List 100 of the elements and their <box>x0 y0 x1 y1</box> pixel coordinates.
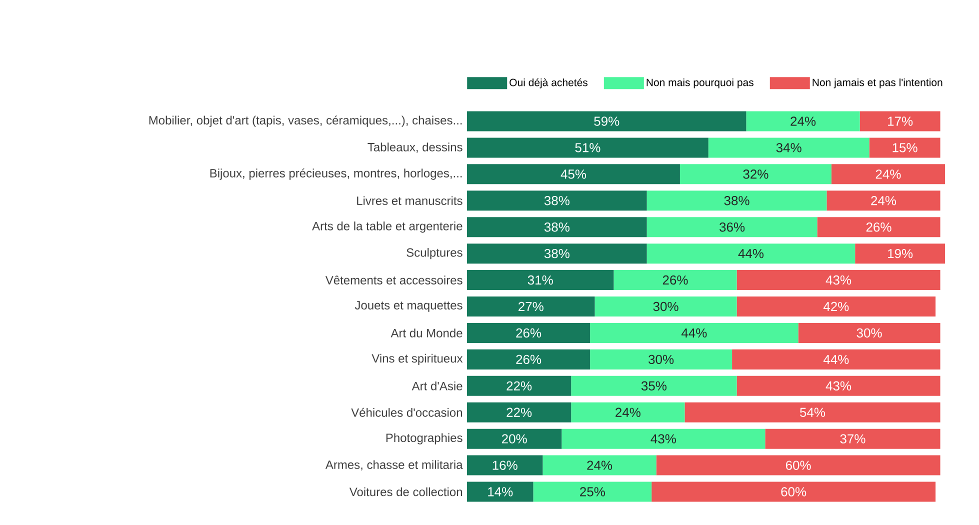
bar <box>590 322 798 343</box>
bar <box>533 482 652 502</box>
bar <box>736 376 940 396</box>
bar <box>467 296 595 316</box>
bar <box>542 455 656 476</box>
bar <box>467 376 572 396</box>
bar <box>467 217 647 238</box>
data-label: 32% <box>743 170 768 179</box>
y-tick-label: Sculptures <box>406 248 462 260</box>
bar <box>869 138 940 158</box>
data-label: 44% <box>681 328 707 338</box>
data-label: 43% <box>826 381 852 390</box>
data-label: 24% <box>871 196 896 206</box>
data-label: 26% <box>516 328 542 338</box>
data-label: 36% <box>720 222 745 232</box>
data-label: 24% <box>790 116 816 126</box>
bar <box>684 402 940 422</box>
data-label: 24% <box>876 170 901 179</box>
bar <box>467 322 590 343</box>
data-label: 37% <box>840 434 866 444</box>
bar <box>571 376 737 396</box>
legend-label: Non jamais et pas l'intention <box>812 78 942 88</box>
data-label: 20% <box>502 434 527 444</box>
y-tick-label: Livres et manuscrits <box>357 196 462 206</box>
y-tick-label: Vins et spiritueux <box>372 354 463 366</box>
data-label: 30% <box>648 354 674 364</box>
bar <box>826 190 940 211</box>
data-label: 43% <box>826 275 852 285</box>
legend-label: Non mais pourquoi pas <box>646 78 754 88</box>
bar <box>467 402 572 422</box>
bar <box>736 270 940 290</box>
bar <box>646 244 856 264</box>
bar <box>746 111 860 132</box>
data-label: 15% <box>892 143 918 152</box>
data-label: 25% <box>580 487 605 496</box>
bar <box>652 482 936 502</box>
data-label: 54% <box>800 408 826 417</box>
data-label: 42% <box>823 302 849 312</box>
data-label: 38% <box>544 222 570 232</box>
bar <box>467 164 680 184</box>
y-tick-label: Véhicules d'occasion <box>351 408 462 417</box>
data-label: 60% <box>781 487 806 496</box>
y-tick-label: Art d'Asie <box>412 382 462 390</box>
y-tick-label: Voitures de collection <box>349 487 462 496</box>
data-label: 30% <box>856 328 882 338</box>
data-label: 26% <box>662 275 688 285</box>
bar <box>467 270 614 290</box>
data-label: 44% <box>738 249 764 258</box>
data-label: 44% <box>823 354 849 364</box>
bar <box>467 428 562 449</box>
data-label: 14% <box>488 487 513 496</box>
data-label: 26% <box>516 354 542 364</box>
bar <box>798 322 940 343</box>
bar <box>732 349 940 370</box>
data-label: 38% <box>724 196 750 206</box>
data-label: 22% <box>506 381 532 390</box>
data-label: 31% <box>528 275 553 285</box>
data-label: 17% <box>888 116 913 126</box>
bar <box>646 190 827 211</box>
bar <box>467 482 534 502</box>
data-label: 19% <box>888 248 913 258</box>
bar <box>467 190 647 211</box>
data-label: 38% <box>544 196 570 206</box>
y-tick-label: Art du Monde <box>390 328 462 338</box>
bar <box>467 349 590 370</box>
y-tick-label: Jouets et maquettes <box>354 301 462 312</box>
bar <box>467 455 543 476</box>
data-label: 24% <box>616 408 640 417</box>
bar <box>590 349 732 370</box>
data-label: 60% <box>786 460 811 470</box>
bar <box>656 455 940 476</box>
bar <box>831 164 946 184</box>
bar <box>765 428 940 449</box>
bar <box>571 402 685 422</box>
y-tick-label: Arts de la table et argenterie <box>312 222 462 233</box>
y-tick-label: Mobilier, objet d'art (tapis, vases, céramiques,...), chaises... <box>149 116 462 127</box>
data-label: 22% <box>506 408 532 417</box>
bar <box>817 217 940 238</box>
bar <box>467 111 746 132</box>
bar <box>467 138 708 158</box>
data-label: 59% <box>594 116 620 126</box>
y-tick-label: Armes, chasse et militaria <box>325 460 463 470</box>
bar <box>594 296 737 316</box>
bar <box>680 164 832 184</box>
data-label: 34% <box>776 143 802 152</box>
data-label: 16% <box>492 460 518 470</box>
data-label: 45% <box>560 170 586 179</box>
data-label: 27% <box>518 302 544 312</box>
bar <box>736 296 936 316</box>
y-tick-label: Bijoux, pierres précieuses, montres, horloges,... <box>210 168 462 180</box>
bar <box>467 244 647 264</box>
legend-label: Oui déjà achetés <box>510 78 588 88</box>
bar <box>614 270 737 290</box>
y-tick-label: Photographies <box>386 433 462 444</box>
data-label: 30% <box>653 302 678 312</box>
data-label: 26% <box>866 222 892 232</box>
y-tick-label: Vêtements et accessoires <box>325 276 462 284</box>
y-tick-label: Tableaux, dessins <box>368 142 462 153</box>
data-label: 43% <box>650 434 676 444</box>
data-label: 24% <box>587 460 612 470</box>
